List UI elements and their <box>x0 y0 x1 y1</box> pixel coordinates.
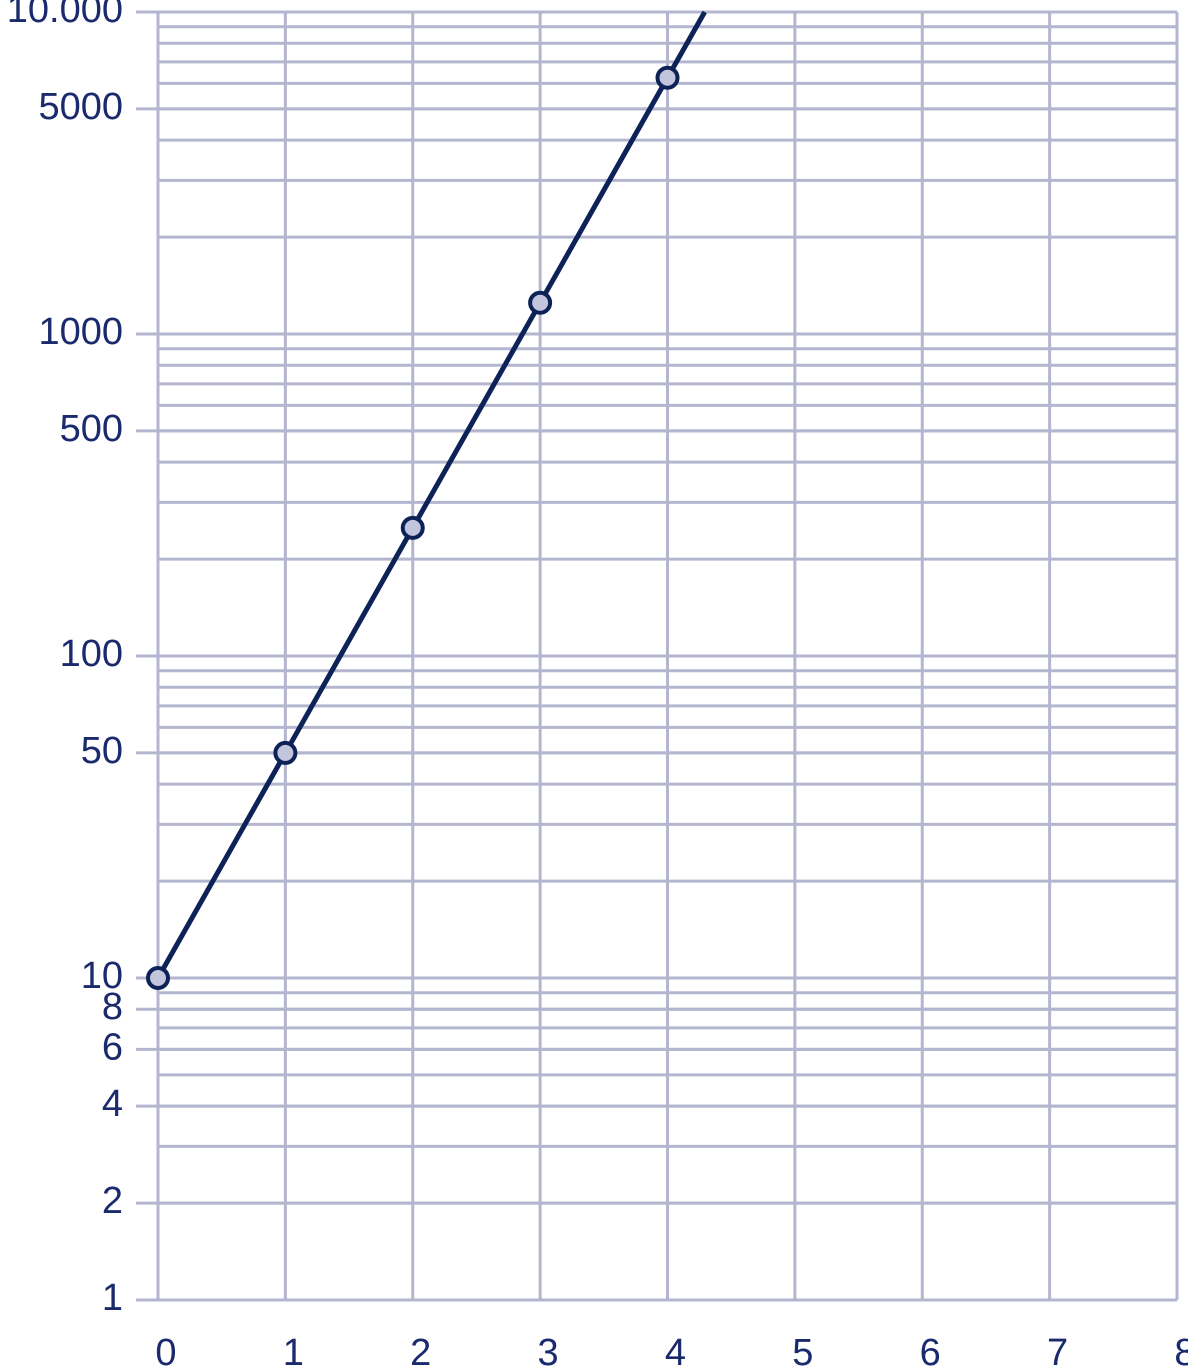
y-tick-label: 10 <box>81 955 123 997</box>
marker <box>528 290 553 315</box>
x-tick-label: 8 <box>1174 1332 1188 1372</box>
y-tick-label: 50 <box>81 730 123 772</box>
y-tick-label: 8 <box>102 986 123 1028</box>
x-tick-label: 6 <box>920 1332 941 1372</box>
line-extension <box>665 10 707 79</box>
x-tick-label: 7 <box>1047 1332 1068 1372</box>
y-tick-label: 100 <box>60 633 123 675</box>
y-tick-label: 6 <box>102 1026 123 1068</box>
x-tick-label: 3 <box>538 1332 559 1372</box>
marker <box>400 515 425 540</box>
x-tick-label: 2 <box>410 1332 431 1372</box>
y-tick-label: 2 <box>102 1180 123 1222</box>
marker <box>655 65 680 90</box>
x-tick-label: 5 <box>792 1332 813 1372</box>
y-tick-label: 500 <box>60 408 123 450</box>
y-tick-label: 4 <box>102 1083 123 1125</box>
y-tick-label: 1 <box>102 1277 123 1319</box>
marker <box>273 740 298 765</box>
x-tick-label: 4 <box>665 1332 686 1372</box>
y-tick-label: 5000 <box>38 86 123 128</box>
y-tick-label: 10.000 <box>7 0 123 31</box>
x-tick-label: 1 <box>283 1332 304 1372</box>
x-tick-label: 0 <box>155 1332 176 1372</box>
y-tick-label: 1000 <box>38 311 123 353</box>
marker <box>146 966 170 990</box>
